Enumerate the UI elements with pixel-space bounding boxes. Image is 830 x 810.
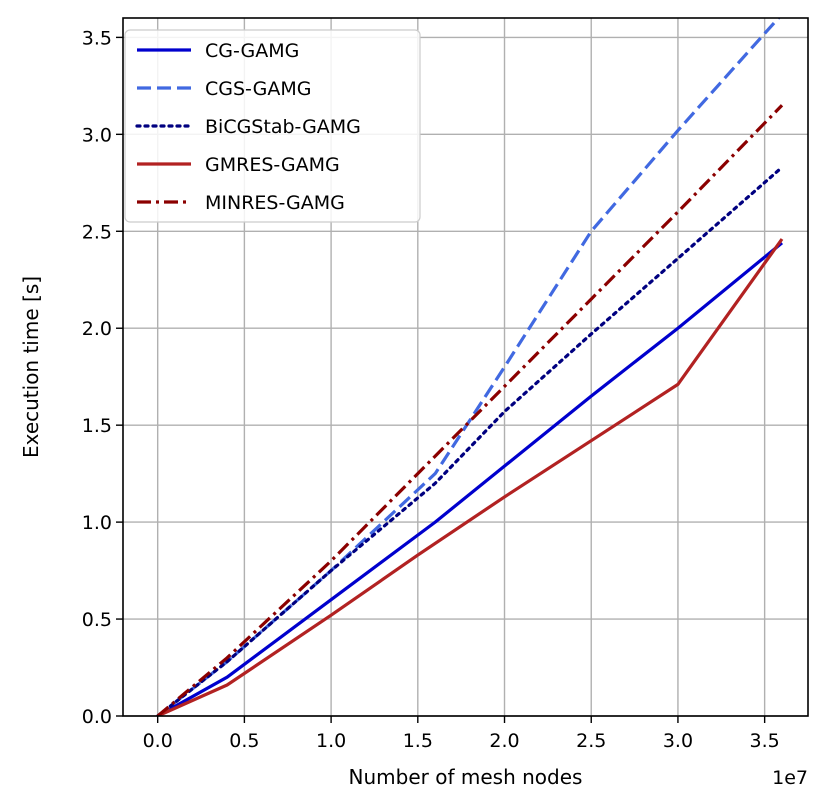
x-axis-offset-label: 1e7 <box>772 767 808 789</box>
legend: CG-GAMG CGS-GAMG BiCGStab-GAMG GMRES-GAMG MI… <box>124 29 421 223</box>
y-tick-label: 3.0 <box>82 124 112 146</box>
legend-box <box>124 29 421 223</box>
legend-label-minres-gamg: MINRES-GAMG <box>205 192 345 214</box>
y-tick-label: 2.0 <box>82 318 112 340</box>
y-tick-label: 1.5 <box>82 415 112 437</box>
legend-label-cgs-gamg: CGS-GAMG <box>205 78 311 100</box>
grid <box>123 18 808 717</box>
y-tick-label: 3.5 <box>82 27 112 49</box>
y-tick-label: 1.0 <box>82 512 112 534</box>
ticks: 0.0 0.5 1.0 1.5 2.0 2.5 3.0 3.5 0.0 0.5 1.0 1.5 2.0 2… <box>82 27 780 752</box>
x-tick-label: 1.0 <box>316 730 346 752</box>
plot-frame <box>122 17 809 717</box>
legend-label-bicgstab-gamg: BiCGStab-GAMG <box>205 116 361 138</box>
legend-label-gmres-gamg: GMRES-GAMG <box>205 154 340 176</box>
x-tick-label: 3.5 <box>750 730 780 752</box>
x-tick-label: 1.5 <box>403 730 433 752</box>
series-layer <box>156 18 784 716</box>
x-axis-label: Number of mesh nodes <box>349 765 583 789</box>
series-line-gmres-gamg <box>157 238 784 716</box>
y-axis-label: Execution time [s] <box>19 276 43 458</box>
x-tick-label: 0.0 <box>143 730 173 752</box>
y-tick-label: 0.0 <box>82 706 112 728</box>
x-tick-label: 3.0 <box>663 730 693 752</box>
legend-label-cg-gamg: CG-GAMG <box>205 40 299 62</box>
x-tick-label: 2.0 <box>489 730 519 752</box>
x-tick-label: 0.5 <box>229 730 259 752</box>
y-tick-label: 0.5 <box>82 609 112 631</box>
series-line-cg-gamg <box>156 241 784 716</box>
y-tick-label: 2.5 <box>82 221 112 243</box>
x-tick-label: 2.5 <box>576 730 606 752</box>
series-line-bicgstab-gamg <box>156 165 784 716</box>
series-line-minres-gamg <box>156 104 784 716</box>
